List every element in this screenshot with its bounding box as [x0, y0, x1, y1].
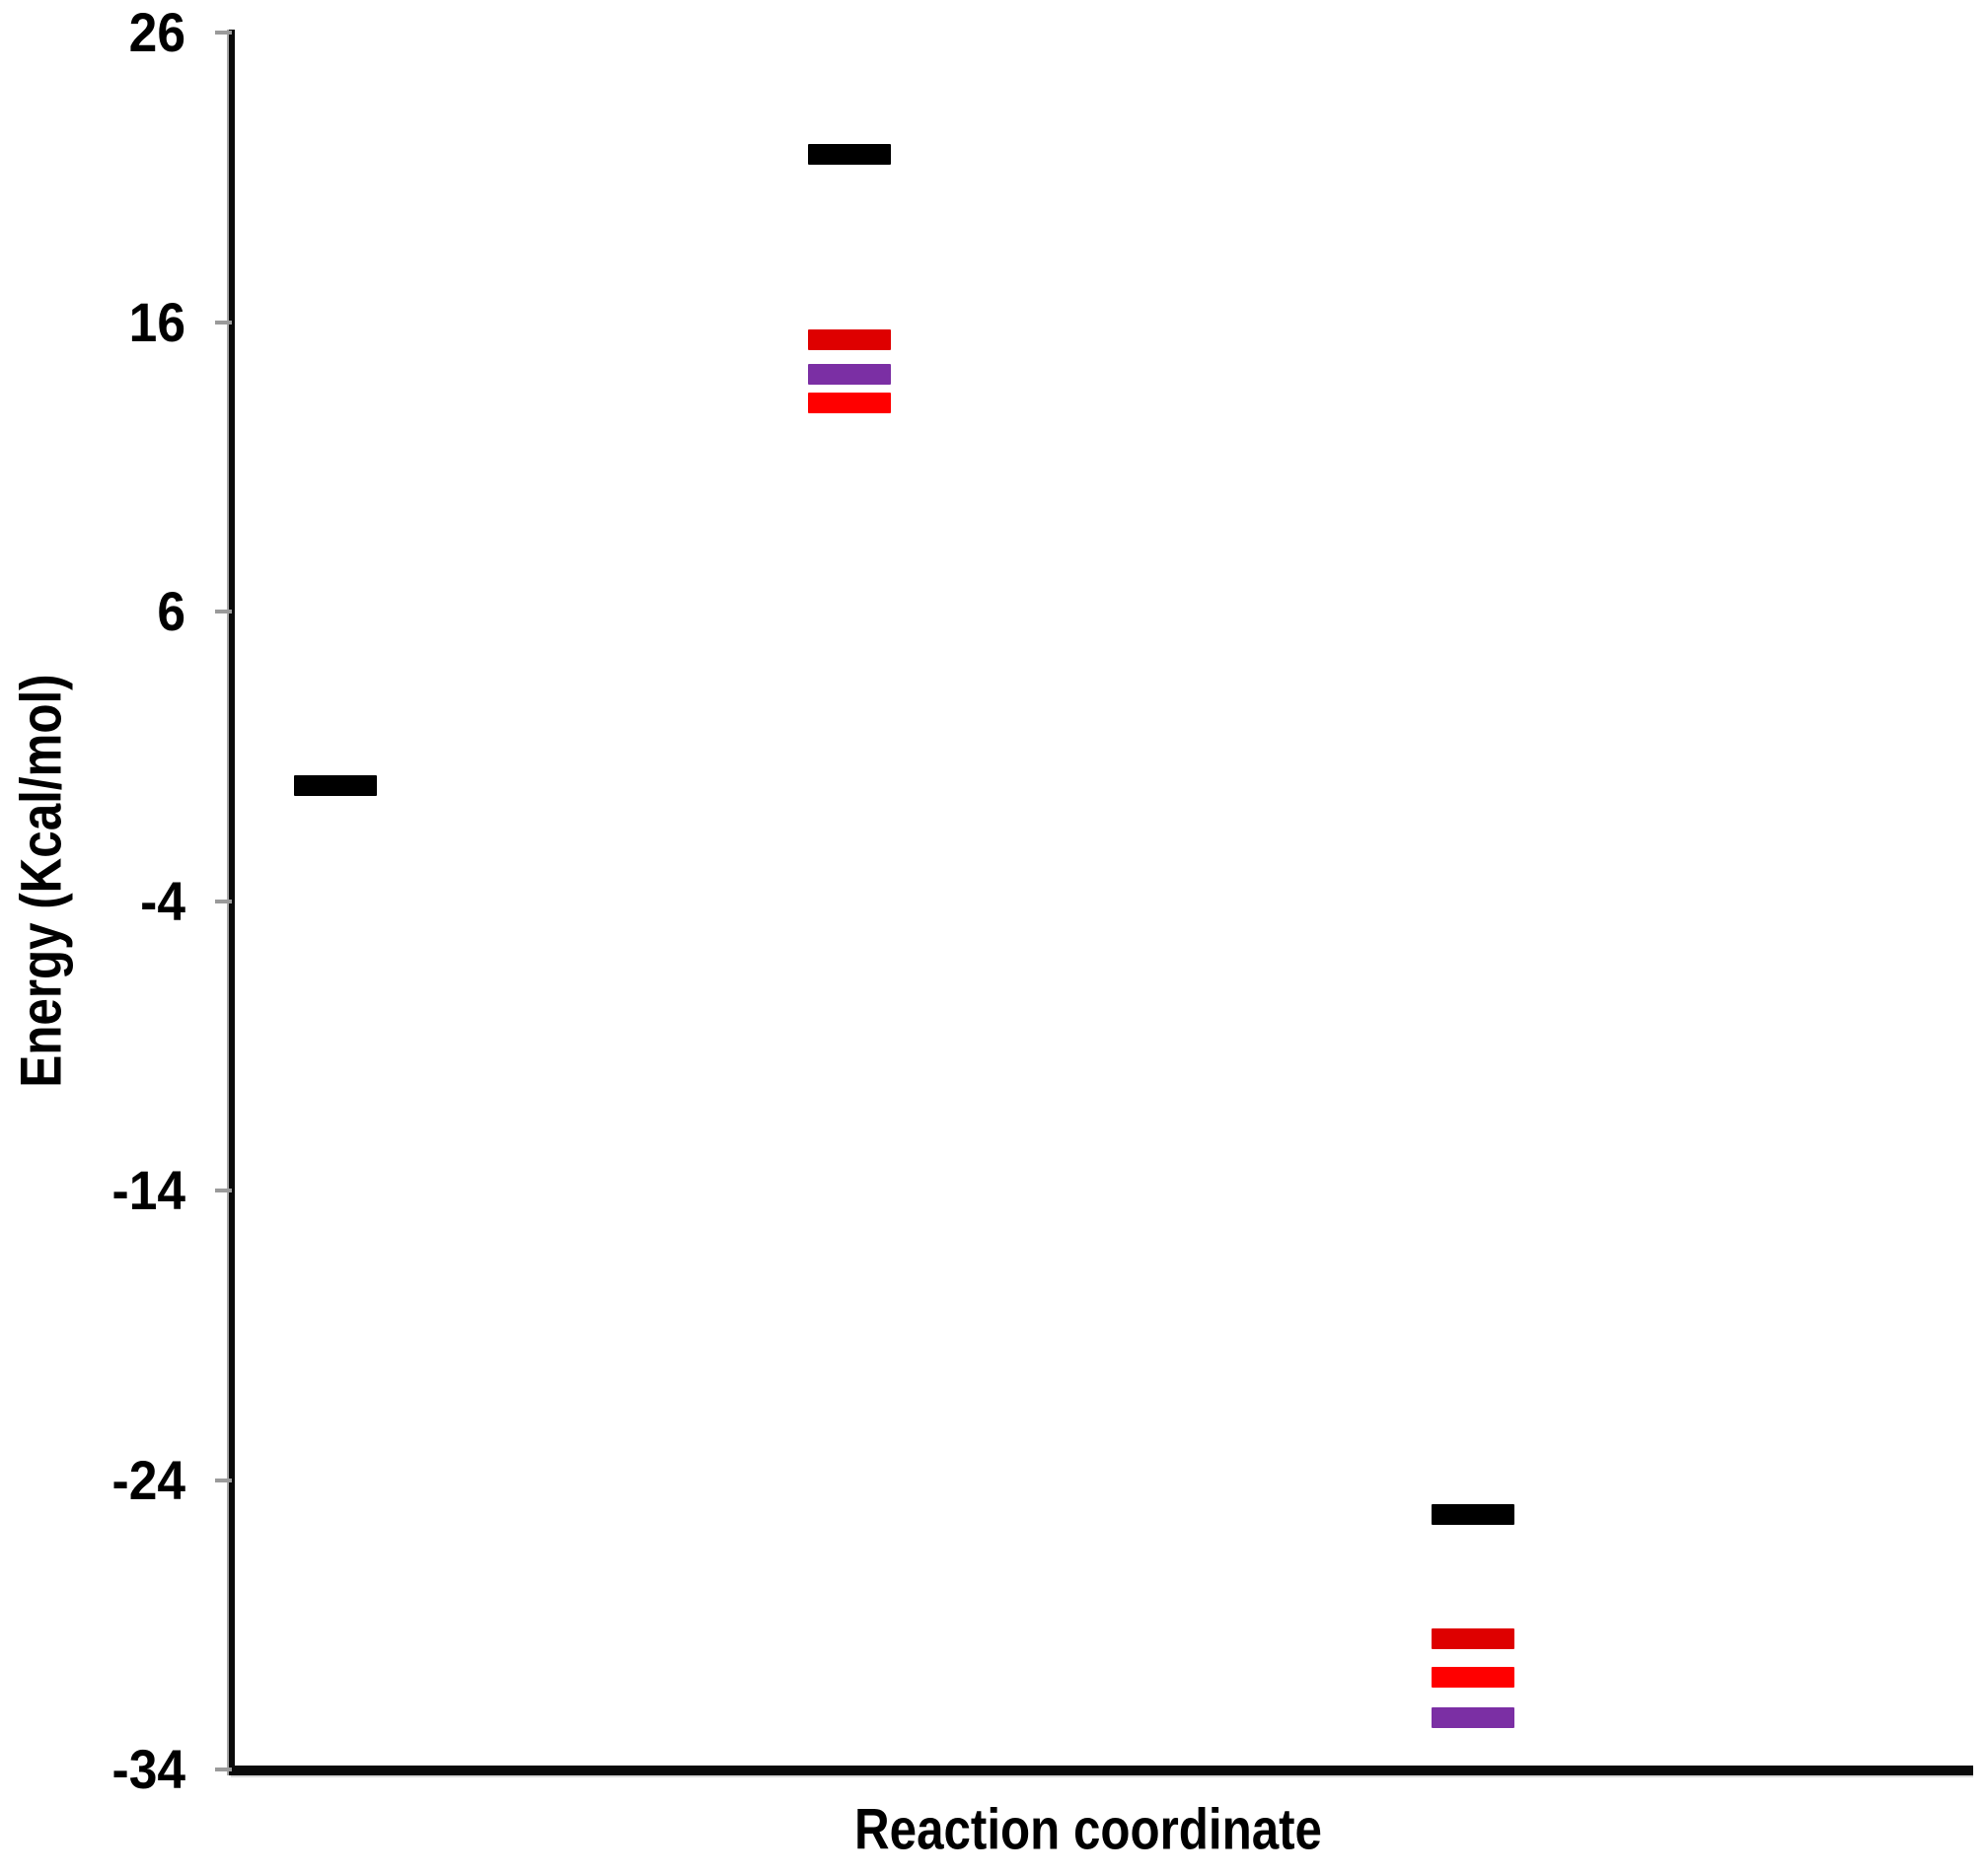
- y-axis-title: Energy (Kcal/mol): [9, 674, 74, 1088]
- energy-level-bright-red: [807, 393, 891, 414]
- y-tick-label: -4: [140, 869, 185, 932]
- x-axis-line: [231, 1766, 1973, 1777]
- y-tick: [215, 1478, 232, 1482]
- energy-level-black: [807, 143, 891, 165]
- x-axis-title: Reaction coordinate: [854, 1797, 1322, 1862]
- y-tick: [215, 610, 232, 613]
- energy-level-purple: [1432, 1706, 1515, 1728]
- y-tick-label: -34: [111, 1738, 185, 1800]
- y-tick: [215, 320, 232, 325]
- y-tick-label: 6: [157, 580, 185, 642]
- y-tick: [215, 899, 232, 903]
- y-tick-label: -24: [111, 1448, 185, 1511]
- energy-level-purple: [807, 363, 891, 385]
- energy-level-black: [293, 774, 377, 796]
- y-tick: [215, 31, 232, 35]
- y-tick-label: -14: [111, 1159, 185, 1221]
- energy-level-dark-red: [1432, 1628, 1515, 1650]
- energy-level-dark-red: [807, 328, 891, 350]
- energy-level-black: [1432, 1504, 1515, 1526]
- y-tick: [215, 1768, 232, 1771]
- y-tick-label: 16: [128, 290, 185, 353]
- energy-level-bright-red: [1432, 1666, 1515, 1688]
- y-tick-label: 26: [128, 1, 185, 63]
- y-tick: [215, 1189, 232, 1192]
